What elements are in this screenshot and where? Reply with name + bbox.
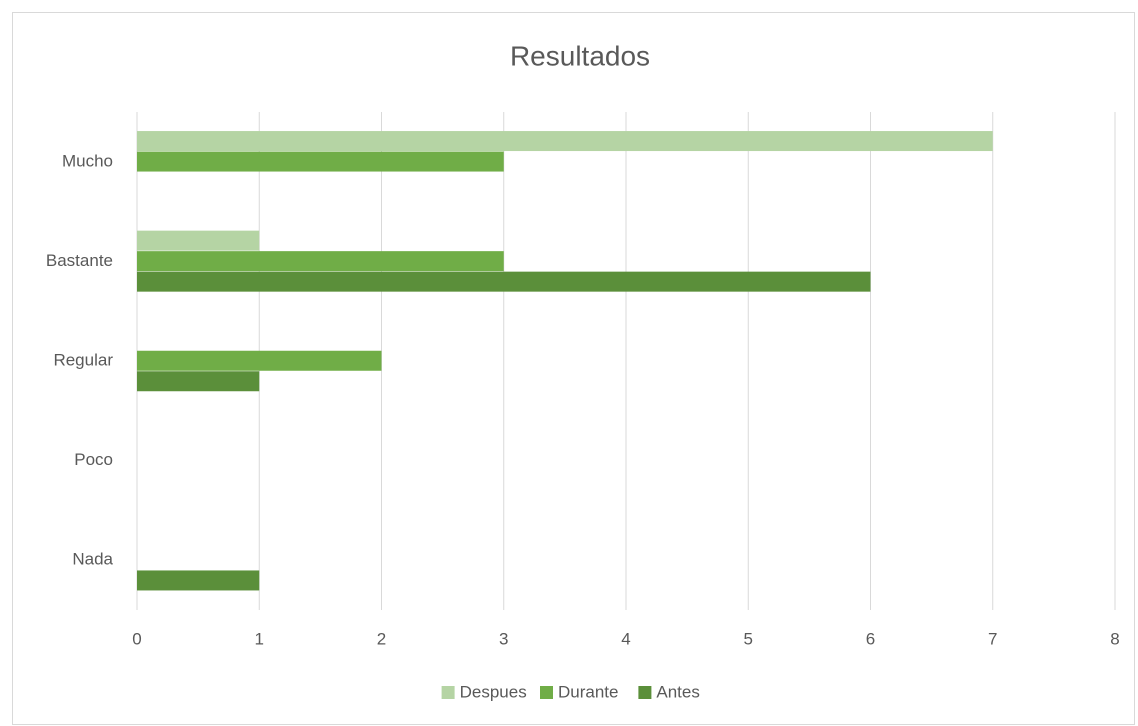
- y-tick-label: Mucho: [62, 151, 113, 170]
- legend-label: Antes: [656, 682, 699, 701]
- x-tick-label: 0: [132, 629, 141, 648]
- bar: [137, 350, 382, 371]
- chart-title: Resultados: [510, 40, 650, 71]
- bar: [137, 131, 993, 152]
- x-tick-label: 1: [255, 629, 264, 648]
- legend-label: Despues: [460, 682, 527, 701]
- bar: [137, 271, 871, 292]
- bar: [137, 230, 260, 251]
- bar: [137, 251, 504, 272]
- x-tick-label: 7: [988, 629, 997, 648]
- x-tick-label: 5: [744, 629, 753, 648]
- bar: [137, 151, 504, 172]
- x-tick-label: 2: [377, 629, 386, 648]
- y-tick-label: Nada: [72, 550, 113, 569]
- bar: [137, 371, 260, 392]
- bar: [137, 570, 260, 591]
- y-tick-label: Bastante: [46, 251, 113, 270]
- legend-swatch: [441, 686, 455, 699]
- x-tick-label: 3: [499, 629, 508, 648]
- y-tick-label: Regular: [53, 350, 113, 369]
- x-tick-label: 6: [866, 629, 875, 648]
- x-tick-label: 4: [621, 629, 630, 648]
- legend-label: Durante: [558, 682, 618, 701]
- y-tick-label: Poco: [74, 450, 113, 469]
- x-tick-label: 8: [1110, 629, 1119, 648]
- legend-swatch: [540, 686, 553, 699]
- legend-swatch: [638, 686, 652, 699]
